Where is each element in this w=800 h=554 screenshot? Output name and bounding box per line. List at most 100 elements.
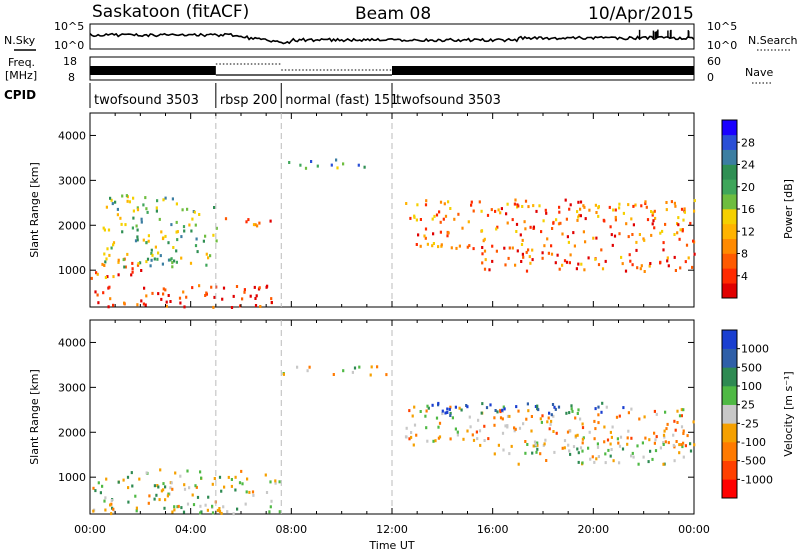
velocity-echo	[603, 440, 606, 444]
power-echo	[106, 247, 109, 251]
power-echo	[254, 297, 257, 300]
power-echo	[576, 218, 579, 222]
power-echo	[564, 198, 567, 202]
velocity-ylabel: Slant Range [km]	[28, 369, 41, 465]
velocity-echo	[454, 405, 457, 409]
power-echo	[439, 230, 442, 234]
velocity-echo	[135, 506, 138, 510]
power-echo	[198, 213, 201, 216]
velocity-echo	[570, 407, 573, 411]
power-echo	[145, 207, 148, 211]
power-echo	[90, 276, 93, 280]
power-echo	[405, 202, 408, 205]
velocity-echo	[663, 435, 666, 439]
power-echo	[618, 232, 621, 236]
power-echo	[583, 268, 586, 272]
power-echo	[542, 219, 545, 223]
power-echo	[578, 213, 581, 217]
power-echo	[558, 267, 561, 271]
power-echo	[110, 246, 113, 250]
velocity-echo	[692, 420, 695, 424]
power-echo	[132, 196, 135, 200]
velocity-echo	[591, 455, 594, 459]
power-echo	[505, 212, 508, 216]
power-echo	[104, 260, 107, 264]
velocity-echo	[160, 489, 163, 493]
power-echo	[676, 222, 679, 226]
power-colorbar-swatch	[722, 120, 737, 136]
velocity-echo	[632, 455, 635, 459]
power-echo	[179, 301, 182, 305]
velocity-echo	[566, 430, 570, 434]
power-colorbar-swatch	[722, 238, 737, 254]
nsearch-tick-top: 10^5	[707, 20, 737, 33]
power-echo	[164, 288, 167, 292]
power-echo	[112, 243, 115, 247]
power-echo	[431, 217, 434, 221]
power-echo	[440, 243, 443, 247]
power-echo	[532, 225, 535, 229]
velocity-echo	[431, 403, 434, 407]
velocity-echo	[117, 480, 120, 484]
velocity-echo	[478, 429, 482, 433]
power-echo	[173, 259, 176, 263]
velocity-echo	[196, 495, 200, 499]
power-echo	[110, 198, 113, 202]
power-echo	[582, 204, 585, 208]
velocity-echo	[485, 406, 489, 410]
power-echo	[232, 294, 235, 298]
velocity-echo	[497, 443, 500, 447]
velocity-echo	[655, 412, 658, 416]
velocity-echo	[506, 414, 510, 418]
power-echo	[592, 236, 595, 240]
power-echo	[258, 286, 261, 290]
velocity-echo	[419, 410, 422, 413]
power-echo	[541, 251, 544, 255]
velocity-echo	[577, 460, 580, 464]
velocity-echo	[604, 461, 607, 465]
velocity-echo	[499, 416, 503, 420]
power-echo	[569, 203, 572, 207]
power-echo	[135, 224, 138, 228]
velocity-echo	[487, 437, 490, 441]
power-echo	[608, 205, 611, 209]
power-echo	[577, 262, 580, 266]
radar-title: Saskatoon (fitACF)	[92, 2, 249, 22]
power-echo	[162, 287, 165, 291]
power-echo	[503, 246, 506, 250]
power-echo	[124, 223, 127, 227]
velocity-echo	[609, 442, 612, 446]
power-echo	[180, 235, 183, 239]
velocity-echo	[434, 439, 437, 443]
velocity-echo	[630, 436, 633, 440]
velocity-echo	[427, 406, 430, 410]
velocity-echo	[510, 444, 513, 448]
velocity-echo	[435, 416, 439, 420]
velocity-echo	[186, 469, 189, 473]
velocity-echo	[213, 477, 216, 480]
power-echo	[484, 258, 487, 262]
power-echo	[677, 216, 680, 220]
velocity-echo	[588, 430, 591, 434]
power-echo	[691, 265, 694, 269]
power-echo	[175, 260, 178, 264]
power-echo	[417, 233, 420, 237]
velocity-echo	[563, 439, 567, 443]
velocity-echo	[135, 509, 138, 513]
velocity-echo	[468, 415, 471, 419]
velocity-echo	[597, 421, 600, 425]
velocity-echo	[186, 502, 190, 506]
velocity-echo	[603, 425, 606, 429]
velocity-echo	[126, 475, 130, 479]
power-echo	[472, 209, 475, 213]
velocity-echo	[662, 441, 665, 445]
power-echo	[540, 230, 543, 234]
power-colorbar-tick-label: 8	[741, 248, 748, 261]
velocity-echo	[570, 404, 573, 408]
power-echo	[181, 208, 184, 212]
velocity-echo	[472, 438, 476, 442]
power-echo	[604, 259, 607, 263]
power-echo	[643, 238, 646, 242]
velocity-echo	[246, 477, 249, 481]
